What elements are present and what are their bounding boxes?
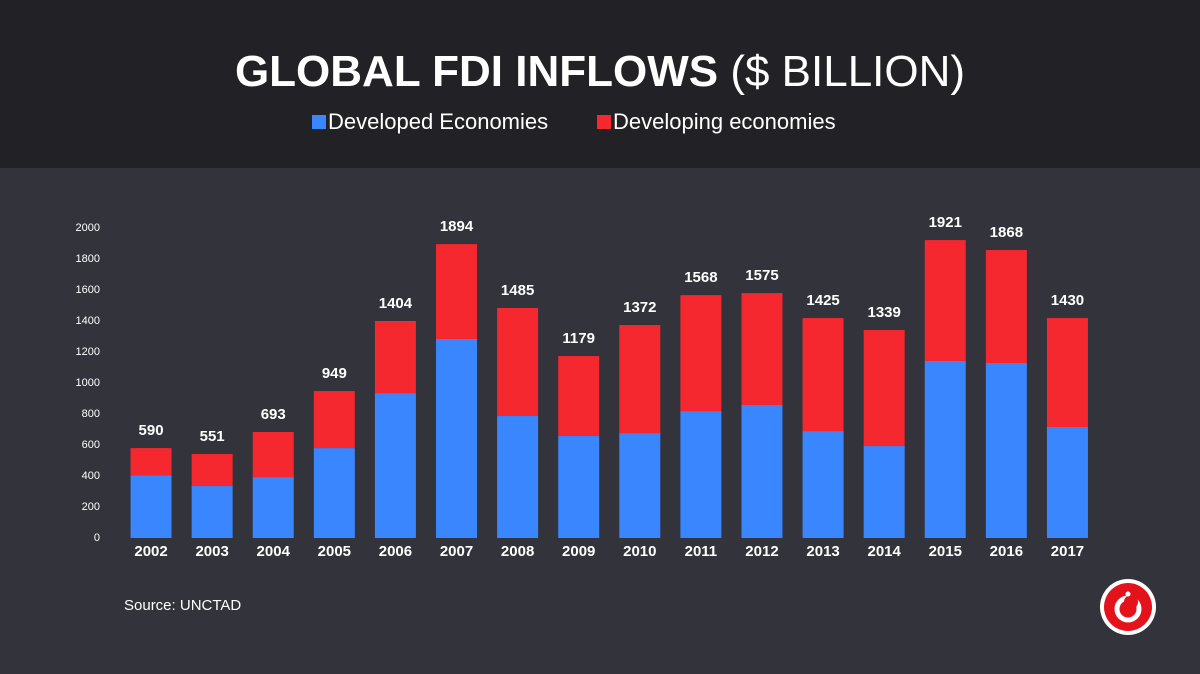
y-tick-label: 1400: [76, 315, 100, 327]
x-tick-label: 2007: [440, 543, 473, 560]
total-label: 1575: [745, 267, 778, 284]
bar-segment: [436, 338, 478, 538]
total-label: 1179: [562, 330, 595, 347]
bar-segment: [1046, 427, 1088, 538]
x-tick-label: 2013: [806, 543, 839, 560]
x-tick-label: 2009: [562, 543, 595, 560]
x-tick-label: 2010: [623, 543, 656, 560]
total-label: 1339: [867, 304, 900, 321]
bar-segment: [680, 295, 722, 412]
total-label: 1568: [684, 269, 717, 286]
bar-segment: [374, 393, 416, 538]
bar-segment: [497, 416, 539, 538]
total-label: 590: [139, 422, 164, 439]
x-tick-label: 2005: [318, 543, 351, 560]
bar-segment: [741, 293, 783, 406]
source-note: Source: UNCTAD: [124, 597, 241, 614]
x-tick-label: 2015: [929, 543, 962, 560]
x-tick-label: 2002: [134, 543, 167, 560]
bar-segment: [985, 363, 1027, 538]
y-tick-label: 1000: [76, 377, 100, 389]
title-unit: ($ BILLION): [730, 47, 965, 96]
header-band: [0, 0, 1200, 168]
bar-segment: [863, 446, 905, 538]
y-tick-label: 1800: [76, 253, 100, 265]
total-label: 1430: [1051, 292, 1084, 309]
bar-segment: [252, 477, 294, 538]
bar-segment: [802, 431, 844, 538]
total-label: 1921: [929, 214, 962, 231]
y-tick-label: 800: [82, 408, 100, 420]
title-main: GLOBAL FDI INFLOWS: [235, 47, 718, 96]
bar-segment: [741, 405, 783, 538]
x-tick-label: 2011: [685, 543, 718, 560]
bar-segment: [252, 431, 294, 478]
total-label: 949: [322, 365, 347, 382]
bar-segment: [985, 250, 1027, 364]
y-tick-label: 600: [82, 439, 100, 451]
bar-segment: [1046, 318, 1088, 428]
bar-segment: [619, 433, 661, 538]
bar-segment: [680, 411, 722, 538]
legend-label: Developed Economies: [328, 109, 548, 134]
x-tick-label: 2008: [501, 543, 534, 560]
total-label: 1485: [501, 282, 534, 299]
bar-segment: [436, 244, 478, 339]
x-tick-label: 2014: [867, 543, 901, 560]
total-label: 1425: [806, 292, 839, 309]
total-label: 551: [200, 428, 225, 445]
bar-segment: [558, 356, 600, 437]
bar-segment: [924, 360, 966, 538]
bar-segment: [313, 391, 355, 449]
y-tick-label: 1600: [76, 284, 100, 296]
legend-swatch: [312, 115, 326, 129]
bar-segment: [313, 448, 355, 538]
bar-segment: [191, 486, 233, 538]
bar-segment: [619, 325, 661, 434]
x-tick-label: 2006: [379, 543, 412, 560]
x-tick-label: 2012: [745, 543, 778, 560]
y-tick-label: 200: [82, 501, 100, 513]
bar-segment: [802, 318, 844, 432]
bar-segment: [924, 240, 966, 361]
total-label: 1868: [990, 224, 1023, 241]
bar-segment: [558, 436, 600, 538]
bar-segment: [863, 329, 905, 447]
total-label: 1894: [440, 218, 474, 235]
y-tick-label: 1200: [76, 346, 100, 358]
bar-segment: [191, 453, 233, 487]
bar-segment: [130, 448, 172, 476]
y-tick-label: 400: [82, 470, 100, 482]
bar-segment: [497, 307, 539, 417]
legend-swatch: [597, 115, 611, 129]
total-label: 1372: [623, 299, 656, 316]
chart-title: GLOBAL FDI INFLOWS ($ BILLION): [235, 47, 965, 96]
legend-label: Developing economies: [613, 109, 836, 134]
x-tick-label: 2004: [257, 543, 291, 560]
total-label: 693: [261, 406, 286, 423]
logo: [1100, 579, 1156, 635]
x-tick-label: 2016: [990, 543, 1023, 560]
bar-segment: [130, 475, 172, 538]
x-tick-label: 2017: [1051, 543, 1084, 560]
y-tick-label: 0: [94, 532, 100, 544]
total-label: 1404: [379, 295, 413, 312]
bar-segment: [374, 321, 416, 394]
y-tick-label: 2000: [76, 222, 100, 234]
x-tick-label: 2003: [195, 543, 228, 560]
